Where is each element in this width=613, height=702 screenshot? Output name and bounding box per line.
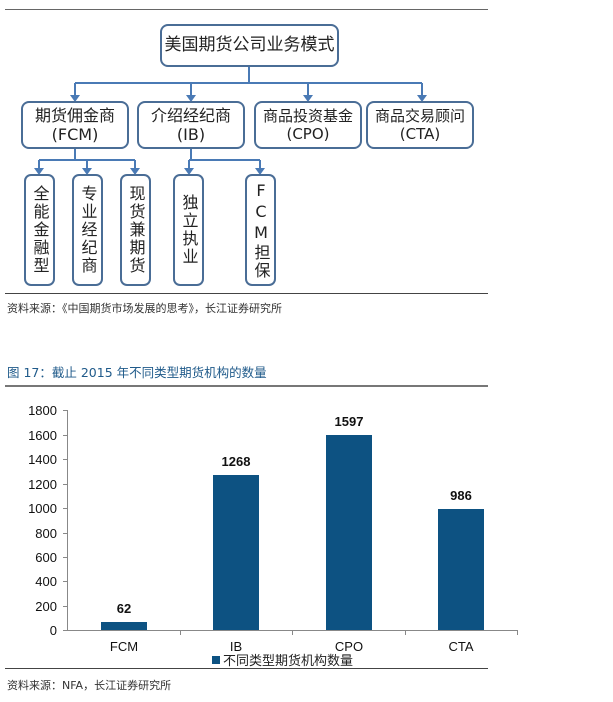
category-box-cta: 商品交易顾问 (CTA): [366, 101, 474, 149]
diagram-root-label: 美国期货公司业务模式: [164, 35, 335, 56]
bar-cta: [438, 509, 484, 630]
category-box-fcm: 期货佣金商 (FCM): [21, 101, 129, 149]
category-box-ib: 介绍经纪商 (IB): [137, 101, 245, 149]
bar-ib: [213, 475, 259, 630]
fcm-child-box: 全能金融型: [24, 174, 55, 286]
y-tick-label: 1200: [28, 477, 57, 492]
fcm-child-box: 现货兼期货: [120, 174, 151, 286]
diagram-connectors: [34, 66, 427, 175]
y-tick-label: 1800: [28, 403, 57, 418]
x-tick-label: FCM: [109, 639, 139, 654]
legend-swatch-icon: [212, 655, 220, 664]
fcm-child-label: 专业经纪商: [78, 185, 98, 275]
x-tick-label: IB: [229, 639, 243, 654]
ib-child-box: 独立执业: [173, 174, 204, 286]
y-tick-label: 1400: [28, 452, 57, 467]
fcm-child-box: 专业经纪商: [72, 174, 103, 286]
category-name: 介绍经纪商: [150, 105, 231, 125]
ib-child-label: 独立执业: [179, 194, 199, 266]
category-box-cpo: 商品投资基金 (CPO): [254, 101, 362, 149]
y-tick-label: 800: [35, 526, 57, 541]
category-abbr: (CPO): [286, 125, 330, 143]
chart-axes: [63, 410, 518, 635]
figure-source-rule: [5, 668, 488, 669]
data-label-ib: 1268: [221, 454, 251, 469]
figure-title: 图 17：截止 2015 年不同类型期货机构的数量: [7, 365, 267, 380]
x-tick-label: CPO: [334, 639, 364, 654]
y-axis-labels: 1800 1600 1400 1200 1000 800 600 400 200…: [0, 400, 57, 640]
diagram-root-box: 美国期货公司业务模式: [160, 24, 339, 67]
diagram-source-rule: [5, 293, 488, 294]
figure-source: 资料来源：NFA，长江证券研究所: [7, 679, 172, 692]
figure-title-rule: [5, 385, 488, 387]
x-tick-label: CTA: [448, 639, 474, 654]
data-label-cta: 986: [450, 488, 472, 503]
y-tick-label: 200: [35, 599, 57, 614]
chart-legend: 不同类型期货机构数量: [212, 650, 353, 669]
y-tick-label: 400: [35, 574, 57, 589]
category-abbr: (FCM): [51, 125, 99, 144]
category-name: 期货佣金商: [34, 105, 115, 125]
data-label-cpo: 1597: [334, 414, 364, 429]
category-abbr: (IB): [176, 125, 206, 144]
category-abbr: (CTA): [399, 125, 441, 143]
legend-label: 不同类型期货机构数量: [223, 654, 354, 669]
ib-child-label: FCM担保: [251, 180, 271, 280]
fcm-child-label: 全能金融型: [30, 185, 50, 275]
bar-cpo: [326, 435, 372, 630]
y-tick-label: 1000: [28, 501, 57, 516]
bar-fcm: [101, 622, 147, 630]
ib-child-box: FCM担保: [245, 174, 276, 286]
data-label-fcm: 62: [116, 601, 132, 616]
category-name: 商品交易顾问: [374, 107, 465, 125]
bar-chart: 1800 1600 1400 1200 1000 800 600 400 200…: [0, 400, 613, 670]
top-rule: [5, 9, 488, 10]
y-tick-label: 600: [35, 550, 57, 565]
diagram-source: 资料来源：《中国期货市场发展的思考》，长江证券研究所: [7, 302, 282, 315]
fcm-child-label: 现货兼期货: [126, 185, 146, 275]
y-tick-label: 1600: [28, 428, 57, 443]
category-name: 商品投资基金: [262, 107, 353, 125]
y-tick-label: 0: [49, 623, 57, 638]
